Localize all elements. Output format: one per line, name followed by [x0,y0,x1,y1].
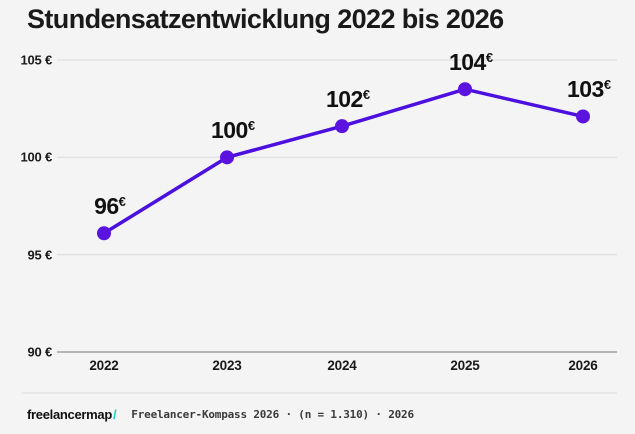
x-axis-tick-label: 2024 [327,358,357,373]
data-point-value: 100 [210,117,248,144]
y-axis-tick-label: 95 € [27,247,52,263]
data-point [220,150,234,165]
data-point-value: 96 [94,193,119,220]
footer-divider [22,392,617,394]
x-axis-tick-label: 2023 [212,358,242,373]
x-axis-tick-label: 2022 [89,358,119,373]
data-point-label: 96€ [94,195,126,218]
logo-slash-icon: / [112,406,117,422]
currency-suffix: € [485,50,494,66]
y-axis-tick-label: 105 € [20,52,52,68]
data-point [576,109,590,124]
currency-suffix: € [118,194,126,210]
y-axis-tick-label: 100 € [20,149,52,165]
currency-suffix: € [362,87,371,103]
freelancermap-logo: freelancermap/ [27,406,117,422]
x-axis-tick-label: 2025 [450,358,480,373]
currency-suffix: € [603,77,612,93]
data-point [97,226,111,241]
data-point-label: 100€ [211,119,255,142]
logo-wordmark: freelancermap [27,406,112,422]
data-point-label: 102€ [326,88,370,111]
y-axis-tick-label: 90 € [27,344,52,360]
page-title: Stundensatzentwicklung 2022 bis 2026 [27,4,504,34]
currency-suffix: € [247,118,256,134]
data-point-value: 103 [566,76,604,103]
footer: freelancermap/ Freelancer-Kompass 2026 ·… [27,403,617,425]
data-point-value: 104 [448,49,486,76]
data-point [458,82,472,97]
data-point [335,119,349,134]
source-attribution-text: Freelancer-Kompass 2026 · (n = 1.310) · … [131,407,414,421]
x-axis-tick-label: 2026 [568,358,598,373]
data-point-label: 103€ [567,78,611,101]
data-point-label: 104€ [449,51,493,74]
data-point-value: 102 [325,86,363,113]
